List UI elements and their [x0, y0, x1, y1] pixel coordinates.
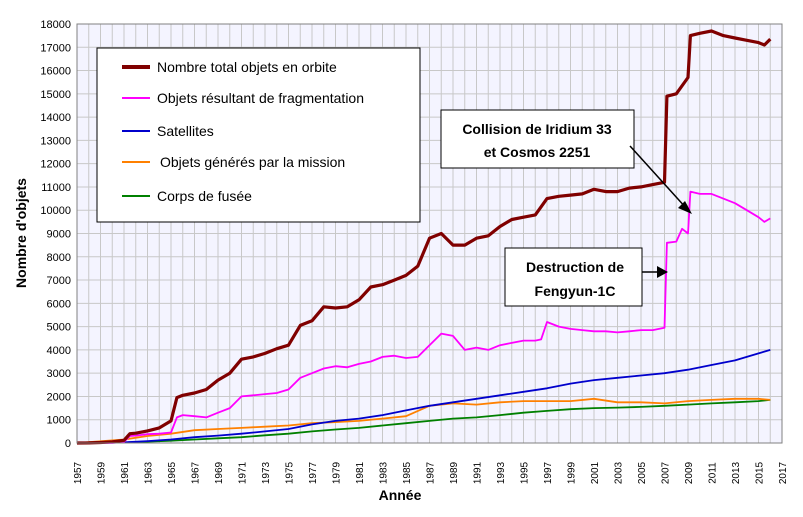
legend: Nombre total objets en orbite Objets rés… — [96, 47, 421, 223]
legend-label-mission: Objets générés par la mission — [160, 154, 345, 170]
x-tick-label: 1967 — [191, 461, 202, 484]
annotation-fengyun-destruction: Destruction de Fengyun-1C — [504, 247, 668, 307]
annotation-arrowhead-fengyun — [657, 266, 668, 278]
annotation-text-iridium-line1: Collision de Iridium 33 — [462, 121, 612, 137]
x-tick-label: 1995 — [520, 461, 531, 484]
x-tick-label: 1975 — [285, 461, 296, 484]
x-tick-label: 1965 — [167, 461, 178, 484]
annotation-text-iridium-line2: et Cosmos 2251 — [484, 144, 591, 160]
series-satellites — [76, 349, 771, 444]
y-tick-label: 0 — [65, 438, 71, 450]
x-tick-label: 1981 — [355, 461, 366, 484]
y-axis-label: Nombre d'objets — [13, 178, 29, 288]
x-tick-label: 2011 — [708, 462, 719, 484]
x-tick-label: 1991 — [473, 461, 484, 484]
series-lines — [76, 29, 772, 445]
x-tick-label: 2003 — [614, 461, 625, 484]
annotation-box-fengyun — [504, 247, 643, 307]
y-tick-label: 14000 — [40, 112, 71, 124]
x-tick-label: 2005 — [637, 461, 648, 484]
series-rocket-bodies — [76, 399, 771, 444]
x-tick-label: 1987 — [426, 461, 437, 484]
x-tick-label: 1977 — [308, 461, 319, 484]
x-tick-label: 1999 — [567, 461, 578, 484]
y-tick-label: 5000 — [47, 322, 71, 334]
x-tick-label: 1971 — [238, 461, 249, 484]
x-tick-label: 1997 — [543, 461, 554, 484]
y-tick-label: 7000 — [47, 275, 71, 287]
series-total — [76, 29, 772, 445]
y-tick-label: 16000 — [40, 66, 71, 78]
legend-box — [96, 47, 421, 223]
annotation-arrow-iridium — [629, 145, 688, 210]
y-tick-label: 2000 — [47, 391, 71, 403]
x-axis-label: Année — [379, 487, 422, 503]
annotation-iridium-collision: Collision de Iridium 33 et Cosmos 2251 — [440, 109, 692, 214]
annotation-text-fengyun-line1: Destruction de — [526, 259, 624, 275]
y-tick-label: 13000 — [40, 135, 71, 147]
annotation-box-iridium — [440, 109, 635, 169]
x-tick-label: 1979 — [332, 461, 343, 484]
annotation-arrowhead-iridium — [678, 201, 692, 214]
x-tick-label: 2001 — [590, 461, 601, 484]
y-tick-label: 6000 — [47, 298, 71, 310]
legend-label-satellites: Satellites — [157, 123, 214, 139]
plot-frame — [76, 23, 783, 444]
legend-label-total: Nombre total objets en orbite — [157, 59, 337, 75]
x-tick-label: 1993 — [496, 461, 507, 484]
annotation-text-fengyun-line2: Fengyun-1C — [535, 283, 616, 299]
y-tick-label: 3000 — [47, 368, 71, 380]
legend-label-rocket-bodies: Corps de fusée — [157, 188, 252, 204]
y-tick-label: 15000 — [40, 89, 71, 101]
y-tick-label: 11000 — [41, 182, 71, 194]
x-tick-label: 1969 — [214, 461, 225, 484]
x-tick-label: 1985 — [402, 461, 413, 484]
y-tick-label: 4000 — [47, 345, 71, 357]
y-tick-labels: 0 1000 2000 3000 4000 5000 6000 7000 8000 9000 100… — [40, 19, 71, 450]
y-tick-label: 9000 — [47, 229, 71, 241]
legend-label-fragmentation: Objets résultant de fragmentation — [157, 90, 364, 106]
x-tick-label: 1959 — [97, 461, 108, 484]
x-tick-label: 1957 — [73, 461, 84, 484]
x-tick-label: 1983 — [379, 461, 390, 484]
x-tick-label: 1963 — [144, 461, 155, 484]
x-tick-label: 1989 — [449, 461, 460, 484]
series-fragmentation — [77, 190, 771, 444]
x-tick-label: 2007 — [661, 461, 672, 484]
y-tick-label: 12000 — [40, 159, 71, 171]
y-tick-label: 18000 — [40, 19, 71, 31]
x-tick-label: 1973 — [261, 461, 272, 484]
x-tick-label: 2015 — [755, 461, 766, 484]
y-tick-label: 10000 — [40, 205, 71, 217]
y-tick-label: 17000 — [40, 42, 71, 54]
x-tick-label: 2009 — [684, 461, 695, 484]
x-tick-labels: 1957 1959 1961 1963 1965 1967 1969 1971 1973 1975… — [73, 461, 789, 484]
x-tick-label: 1961 — [120, 461, 131, 484]
x-tick-label: 2017 — [778, 461, 789, 484]
y-tick-label: 8000 — [47, 252, 71, 264]
x-tick-label: 2013 — [731, 461, 742, 484]
y-tick-label: 1000 — [47, 415, 71, 427]
